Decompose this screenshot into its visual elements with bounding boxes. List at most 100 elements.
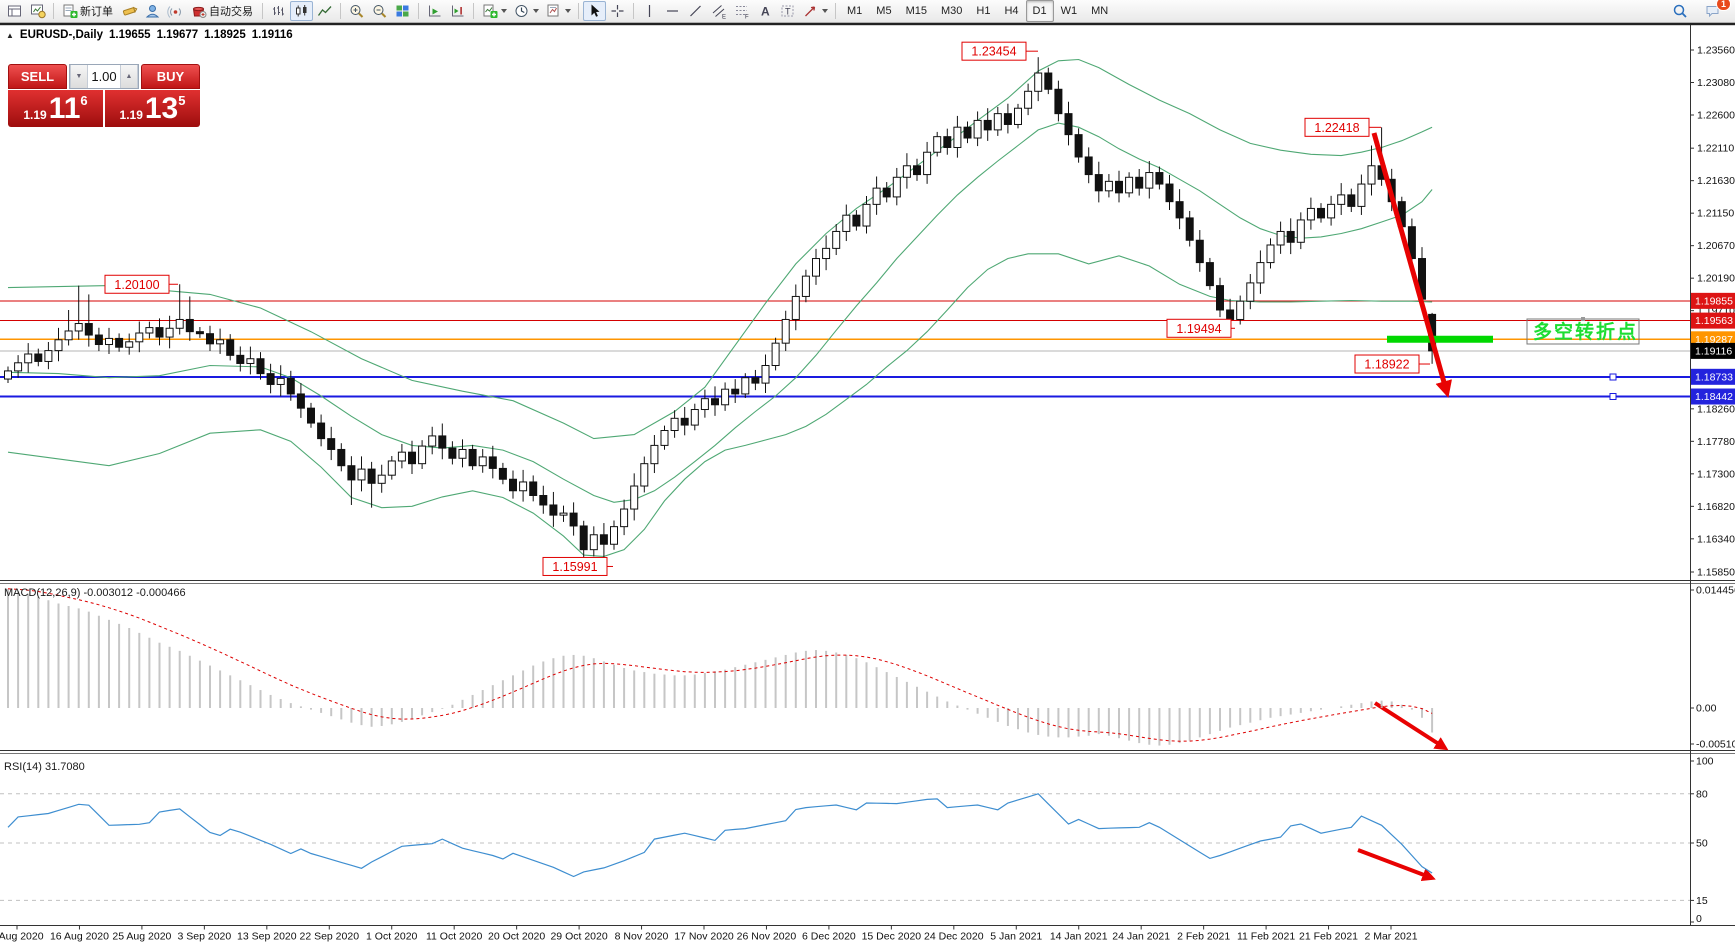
fibonacci-button[interactable]: F	[730, 1, 753, 21]
candle-body	[1064, 113, 1073, 136]
line-handle[interactable]	[1609, 373, 1617, 381]
time-axis-label: 21 Feb 2021	[1299, 931, 1358, 943]
candle-body	[539, 494, 548, 506]
periods-button[interactable]	[510, 1, 542, 21]
bar-chart-button[interactable]	[267, 1, 290, 21]
candle-body	[1014, 107, 1022, 125]
candle-body	[1337, 194, 1346, 205]
candle-body	[741, 377, 750, 395]
zoom-in-button[interactable]	[345, 1, 368, 21]
one-click-collapse-icon[interactable]: ▲	[6, 30, 14, 40]
timeframe-m30-button[interactable]: M30	[940, 5, 963, 17]
chart-window-button[interactable]	[26, 1, 49, 21]
one-click-trading-panel: SELL ▼ 1.00 ▲ BUY 1.19 11 6 1.19 13 5	[8, 64, 200, 127]
time-axis-label: 5 Jan 2021	[990, 931, 1042, 943]
price-label-1.20100[interactable]: 1.20100	[104, 274, 178, 294]
timeframe-m1-button[interactable]: M1	[847, 5, 863, 17]
volume-down-button[interactable]: ▼	[70, 65, 88, 88]
note-text[interactable]: 多空转折点	[1533, 320, 1638, 343]
vline-button[interactable]	[638, 1, 661, 21]
sell-price[interactable]: 1.19 11 6	[8, 90, 105, 127]
templates-button[interactable]	[542, 1, 574, 21]
timeframe-h1-button[interactable]: H1	[976, 5, 991, 17]
profile-button[interactable]	[141, 1, 164, 21]
line-chart-button[interactable]	[313, 1, 336, 21]
autotrading-button[interactable]: 自动交易	[187, 1, 258, 21]
candle-body	[700, 398, 709, 411]
timeframe-m15-button[interactable]: M15	[905, 5, 927, 17]
auto-scroll-button[interactable]	[423, 1, 446, 21]
candle-body	[1074, 134, 1083, 158]
candle-body	[226, 339, 235, 356]
price-label-1.18922[interactable]: 1.18922	[1354, 354, 1430, 374]
trend-arrow-main[interactable]	[1371, 132, 1452, 398]
candle-body	[206, 333, 214, 345]
chart-shift-button[interactable]	[446, 1, 469, 21]
candle-body	[1347, 194, 1356, 207]
line-handle[interactable]	[1609, 393, 1617, 401]
price-badge-label: 1.18442	[1695, 391, 1733, 403]
price-label-1.22418[interactable]: 1.22418	[1304, 117, 1381, 137]
tline-icon	[690, 5, 701, 17]
crosshair-button[interactable]	[606, 1, 629, 21]
search-button[interactable]	[1668, 1, 1691, 21]
tile-windows-button[interactable]	[391, 1, 414, 21]
trend-arrow-rsi[interactable]	[1357, 848, 1436, 881]
candle-body	[428, 435, 437, 447]
trend-arrow-macd[interactable]	[1373, 701, 1449, 751]
label-button[interactable]: T	[776, 1, 799, 21]
dropdown-caret-icon	[533, 9, 539, 13]
price-label-1.19494[interactable]: 1.19494	[1166, 318, 1235, 338]
timeframe-h4-button[interactable]: H4	[1004, 5, 1019, 17]
price-label-box	[961, 41, 1027, 61]
notifications-button[interactable]: 1	[1701, 0, 1731, 21]
charts-list-button[interactable]	[3, 1, 26, 21]
price-label-1.15991[interactable]: 1.15991	[542, 556, 613, 576]
candle-chart-button[interactable]	[290, 1, 313, 21]
chart-background	[0, 23, 1735, 946]
text-button[interactable]: A	[753, 1, 776, 21]
candle-body	[680, 417, 689, 426]
signals-button[interactable]	[164, 1, 187, 21]
candle-body	[74, 323, 83, 332]
svg-text:T: T	[785, 7, 791, 17]
cursor-button[interactable]	[583, 1, 606, 21]
candle-body	[1256, 262, 1265, 284]
candle-body	[276, 377, 285, 385]
shapes-button[interactable]	[799, 1, 831, 21]
candle-body	[589, 534, 598, 551]
buy-button[interactable]: BUY	[141, 64, 200, 89]
bollinger-middle-band	[7, 122, 1433, 503]
candle-body	[832, 230, 841, 249]
buy-price[interactable]: 1.19 13 5	[105, 90, 200, 127]
candle-body	[963, 126, 972, 139]
sell-price-small: 1.19	[23, 108, 47, 122]
price-badge-label: 1.18733	[1695, 371, 1733, 383]
hline-button[interactable]	[661, 1, 684, 21]
indicators-button[interactable]	[478, 1, 510, 21]
profile-icon	[145, 5, 160, 18]
new-order-button[interactable]: 新订单	[58, 1, 118, 21]
price-scale[interactable]: 1.23560 1.23080 1.22600 1.22110 1.21630 1.211…	[1690, 45, 1735, 579]
svg-text:E: E	[722, 15, 726, 20]
timeframe-d1-button[interactable]: D1	[1025, 0, 1054, 22]
candle-body	[842, 214, 851, 232]
styles-button[interactable]	[118, 1, 141, 21]
channel-button[interactable]: E	[707, 1, 730, 21]
trendline-button[interactable]	[684, 1, 707, 21]
candle-body	[791, 295, 800, 320]
candle-body	[690, 409, 699, 426]
fibo-icon: F	[736, 6, 749, 19]
candle-body	[1236, 300, 1245, 320]
timeframe-w1-button[interactable]: W1	[1060, 5, 1078, 17]
volume-value[interactable]: 1.00	[91, 69, 117, 84]
price-label-1.23454[interactable]: 1.23454	[961, 41, 1038, 61]
zoom-out-button[interactable]	[368, 1, 391, 21]
time-axis-label: 20 Oct 2020	[488, 931, 545, 943]
timeframe-m5-button[interactable]: M5	[876, 5, 892, 17]
volume-up-button[interactable]: ▲	[120, 65, 138, 88]
sell-button[interactable]: SELL	[8, 64, 67, 89]
timeframe-mn-button[interactable]: MN	[1091, 5, 1109, 17]
